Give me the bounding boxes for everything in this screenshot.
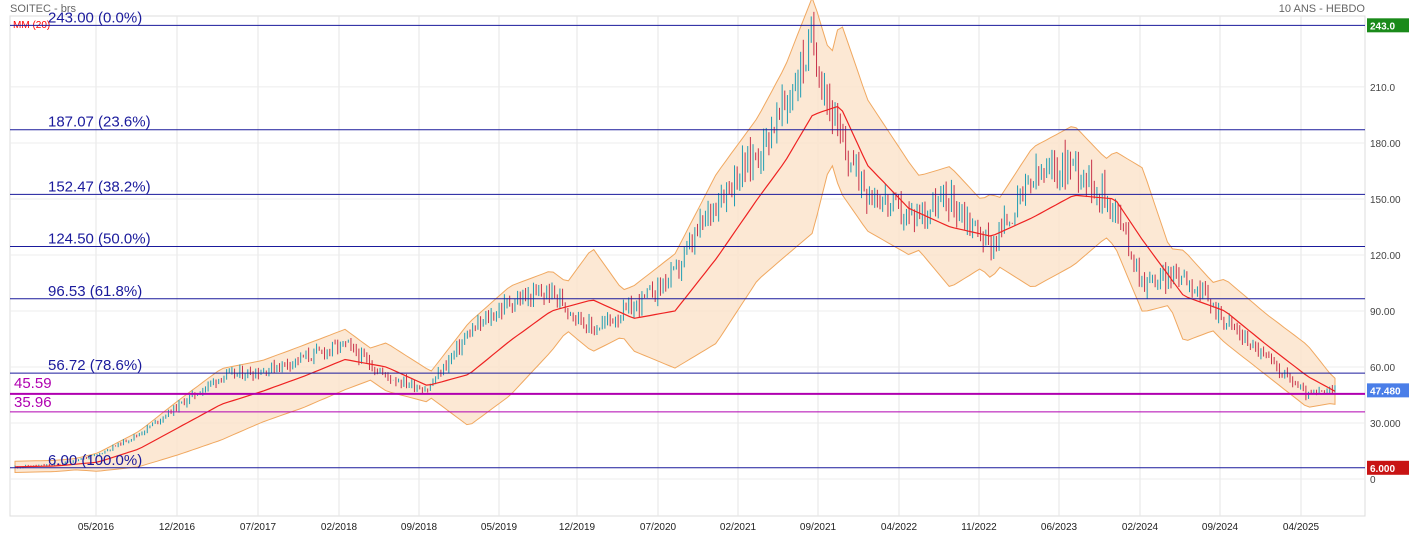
x-tick-label: 05/2016 — [78, 522, 115, 533]
x-tick-label: 04/2022 — [881, 522, 918, 533]
support-levels: 45.59 35.96 — [10, 375, 1365, 413]
x-tick-label: 05/2019 — [481, 522, 518, 533]
fibonacci-label: 152.47 (38.2%) — [48, 178, 151, 195]
x-tick-label: 12/2016 — [159, 522, 196, 533]
price-tags: 243.0 47.480 6.000 — [1367, 18, 1409, 475]
x-tick-label: 07/2017 — [240, 522, 277, 533]
x-tick-label: 02/2024 — [1122, 522, 1159, 533]
y-tick-label: 180.00 — [1370, 139, 1401, 150]
x-tick-label: 02/2021 — [720, 522, 757, 533]
chart-title: SOITEC - brs — [10, 3, 77, 15]
support-label: 45.59 — [14, 375, 52, 392]
x-tick-label: 06/2023 — [1041, 522, 1078, 533]
x-tick-label: 09/2018 — [401, 522, 438, 533]
fibonacci-label: 96.53 (61.8%) — [48, 283, 142, 300]
plot-area — [9, 15, 1366, 517]
price-tag-top-text: 243.0 — [1370, 21, 1395, 32]
y-tick-label: 0 — [1370, 475, 1376, 486]
fibonacci-label: 6.00 (100.0%) — [48, 452, 142, 469]
y-tick-label: 30.000 — [1370, 419, 1401, 430]
price-bars — [14, 11, 1336, 469]
y-axis-ticks: 0 30.000 60.00 90.00 120.00 150.00 180.00 210.0 — [1370, 83, 1401, 486]
moving-average-line — [14, 105, 1336, 468]
y-tick-label: 120.00 — [1370, 251, 1401, 262]
fibonacci-levels: 243.00 (0.0%) 187.07 (23.6%) 152.47 (38.2%… — [10, 9, 1365, 469]
fibonacci-label: 187.07 (23.6%) — [48, 114, 151, 131]
period-label: 10 ANS - HEBDO — [1278, 3, 1365, 15]
y-tick-label: 210.0 — [1370, 83, 1395, 94]
price-tag-current-box — [1367, 383, 1409, 398]
envelope-band — [14, 0, 1336, 474]
x-tick-label: 04/2025 — [1283, 522, 1320, 533]
y-tick-label: 90.00 — [1370, 307, 1395, 318]
fibonacci-label: 243.00 (0.0%) — [48, 9, 142, 26]
price-tag-current-text: 47.480 — [1370, 386, 1401, 397]
fibonacci-label: 56.72 (78.6%) — [48, 357, 142, 374]
x-tick-label: 02/2018 — [321, 522, 358, 533]
x-tick-label: 12/2019 — [559, 522, 596, 533]
x-axis-ticks: 05/2016 12/2016 07/2017 02/2018 09/2018 05/20… — [78, 522, 1320, 533]
x-tick-label: 07/2020 — [640, 522, 677, 533]
x-tick-label: 09/2021 — [800, 522, 837, 533]
x-tick-label: 09/2024 — [1202, 522, 1239, 533]
y-tick-label: 60.00 — [1370, 363, 1395, 374]
price-tag-bottom-box — [1367, 460, 1409, 475]
price-tag-top-box — [1367, 18, 1409, 33]
x-tick-label: 11/2022 — [961, 522, 997, 533]
y-tick-label: 150.00 — [1370, 195, 1401, 206]
fibonacci-label: 124.50 (50.0%) — [48, 231, 151, 248]
price-tag-bottom-text: 6.000 — [1370, 464, 1395, 475]
support-label: 35.96 — [14, 394, 52, 411]
